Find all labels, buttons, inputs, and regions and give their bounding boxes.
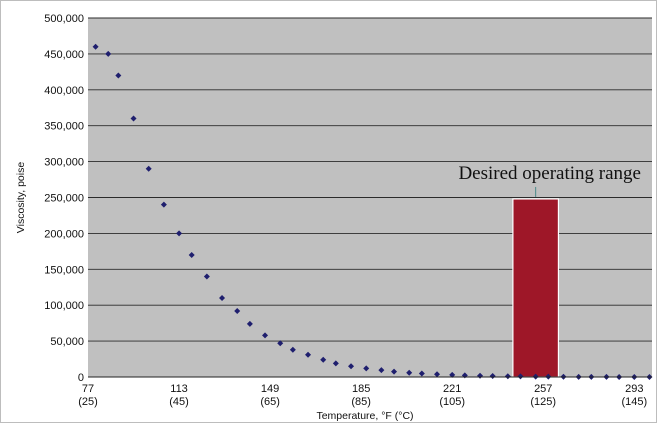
data-point	[289, 346, 296, 353]
data-point	[105, 50, 112, 57]
gridlines	[88, 17, 652, 342]
data-point	[504, 373, 511, 380]
data-point	[348, 363, 355, 370]
y-tick-label: 100,000	[44, 300, 84, 312]
data-points	[92, 43, 653, 380]
x-tick-label-f: 149	[261, 383, 279, 395]
data-point	[262, 332, 269, 339]
data-point	[277, 340, 284, 347]
y-tick-label: 50,000	[50, 336, 84, 348]
x-tick-label-f: 77	[82, 383, 94, 395]
data-point	[176, 230, 183, 237]
data-point	[434, 371, 441, 378]
x-tick-label-c: (25)	[78, 396, 98, 408]
x-tick-label-f: 185	[352, 383, 370, 395]
data-point	[219, 295, 226, 302]
data-point	[332, 360, 339, 367]
operating-range-bar	[512, 198, 560, 378]
x-tick-label-c: (145)	[621, 396, 647, 408]
data-point	[115, 72, 122, 79]
data-point	[305, 351, 312, 358]
data-point	[406, 369, 413, 376]
x-tick-label-f: 293	[625, 383, 643, 395]
x-tick-label-f: 113	[170, 383, 188, 395]
x-axis-ticks: 77(25)113(45)149(65)185(85)221(105)257(1…	[78, 383, 647, 408]
y-tick-label: 300,000	[44, 157, 84, 169]
data-point	[517, 373, 524, 380]
data-point	[449, 371, 456, 378]
y-axis-ticks: 0 50,000 100,000 150,000 200,000 250,000 300,0…	[44, 13, 84, 384]
data-point	[320, 356, 327, 363]
x-tick-label-c: (85)	[351, 396, 371, 408]
y-tick-label: 350,000	[44, 121, 84, 133]
data-point	[234, 307, 241, 314]
x-tick-label-c: (65)	[260, 396, 280, 408]
x-tick-label-c: (105)	[439, 396, 465, 408]
x-tick-label-f: 257	[534, 383, 552, 395]
data-point	[203, 273, 210, 280]
y-tick-label: 200,000	[44, 228, 84, 240]
data-point	[188, 251, 195, 258]
data-point	[160, 201, 167, 208]
x-tick-label-c: (125)	[530, 396, 556, 408]
data-point	[145, 165, 152, 172]
data-point	[92, 43, 99, 50]
y-tick-label: 250,000	[44, 193, 84, 205]
y-axis-label: Viscosity, poise	[15, 162, 27, 234]
y-tick-label: 500,000	[44, 13, 84, 25]
data-point	[391, 368, 398, 375]
data-point	[130, 115, 137, 122]
y-tick-label: 150,000	[44, 264, 84, 276]
y-tick-label: 400,000	[44, 85, 84, 97]
y-tick-label: 0	[78, 372, 84, 384]
data-point	[418, 370, 425, 377]
x-tick-label-f: 221	[443, 383, 461, 395]
operating-range-label: Desired operating range	[458, 163, 641, 184]
data-point	[378, 367, 385, 374]
data-point	[363, 365, 370, 372]
data-point	[246, 320, 253, 327]
x-tick-label-c: (45)	[169, 396, 189, 408]
x-axis-label: Temperature, °F (°C)	[316, 410, 413, 422]
y-tick-label: 450,000	[44, 49, 84, 61]
